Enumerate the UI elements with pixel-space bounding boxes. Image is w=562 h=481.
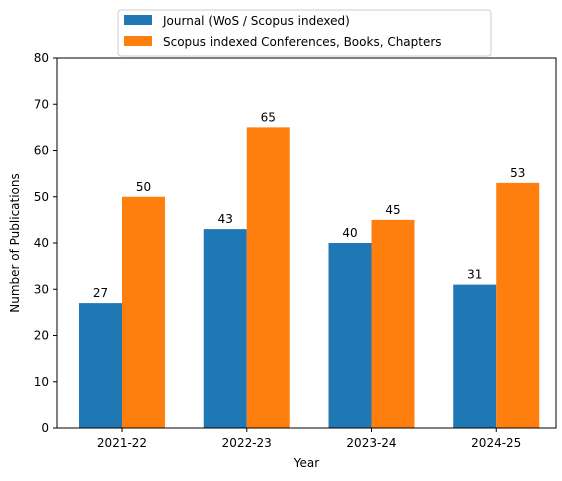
bar-2022-23-series-0 xyxy=(203,229,247,428)
y-tick-label: 40 xyxy=(34,236,49,250)
bar-2024-25-series-0 xyxy=(453,284,497,428)
y-tick-label: 30 xyxy=(34,282,49,296)
y-tick-label: 20 xyxy=(34,329,49,343)
x-tick-label: 2022-23 xyxy=(222,436,272,450)
data-label-2023-24-series-1: 45 xyxy=(385,203,400,217)
bar-2022-23-series-1 xyxy=(246,127,290,428)
data-label-2021-22-series-1: 50 xyxy=(136,180,151,194)
y-tick-label: 0 xyxy=(41,421,49,435)
legend-swatch-series-0 xyxy=(124,15,152,25)
legend: Journal (WoS / Scopus indexed) Scopus ind… xyxy=(117,9,492,57)
data-label-2022-23-series-0: 43 xyxy=(218,212,233,226)
bar-2023-24-series-0 xyxy=(328,243,372,428)
data-label-2023-24-series-0: 40 xyxy=(342,226,357,240)
legend-label-series-1: Scopus indexed Conferences, Books, Chapt… xyxy=(163,35,442,49)
y-axis: 0 10 20 30 40 50 60 70 80 xyxy=(34,51,57,435)
y-tick-label: 80 xyxy=(34,51,49,65)
data-label-2022-23-series-1: 65 xyxy=(261,110,276,124)
data-label-2021-22-series-0: 27 xyxy=(93,286,108,300)
legend-label-series-0: Journal (WoS / Scopus indexed) xyxy=(162,14,350,28)
data-label-2024-25-series-1: 53 xyxy=(510,166,525,180)
x-tick-label: 2023-24 xyxy=(346,436,396,450)
data-labels-group: 27 43 40 31 50 65 45 53 xyxy=(93,110,526,300)
data-label-2024-25-series-0: 31 xyxy=(467,268,482,282)
bar-2021-22-series-0 xyxy=(79,303,122,428)
bar-2023-24-series-1 xyxy=(371,219,415,428)
legend-box xyxy=(117,9,492,57)
bar-2024-25-series-1 xyxy=(496,182,540,428)
bar-2021-22-series-1 xyxy=(122,196,165,428)
y-tick-label: 70 xyxy=(34,97,49,111)
legend-swatch-series-1 xyxy=(124,36,152,46)
x-tick-label: 2021-22 xyxy=(97,436,147,450)
y-axis-label: Number of Publications xyxy=(8,173,22,313)
x-tick-label: 2024-25 xyxy=(471,436,521,450)
y-tick-label: 10 xyxy=(34,375,49,389)
y-tick-label: 60 xyxy=(34,144,49,158)
x-axis-label: Year xyxy=(293,456,319,470)
y-tick-label: 50 xyxy=(34,190,49,204)
bars-group xyxy=(79,127,540,428)
x-axis: 2021-22 2022-23 2023-24 2024-25 xyxy=(97,428,521,450)
